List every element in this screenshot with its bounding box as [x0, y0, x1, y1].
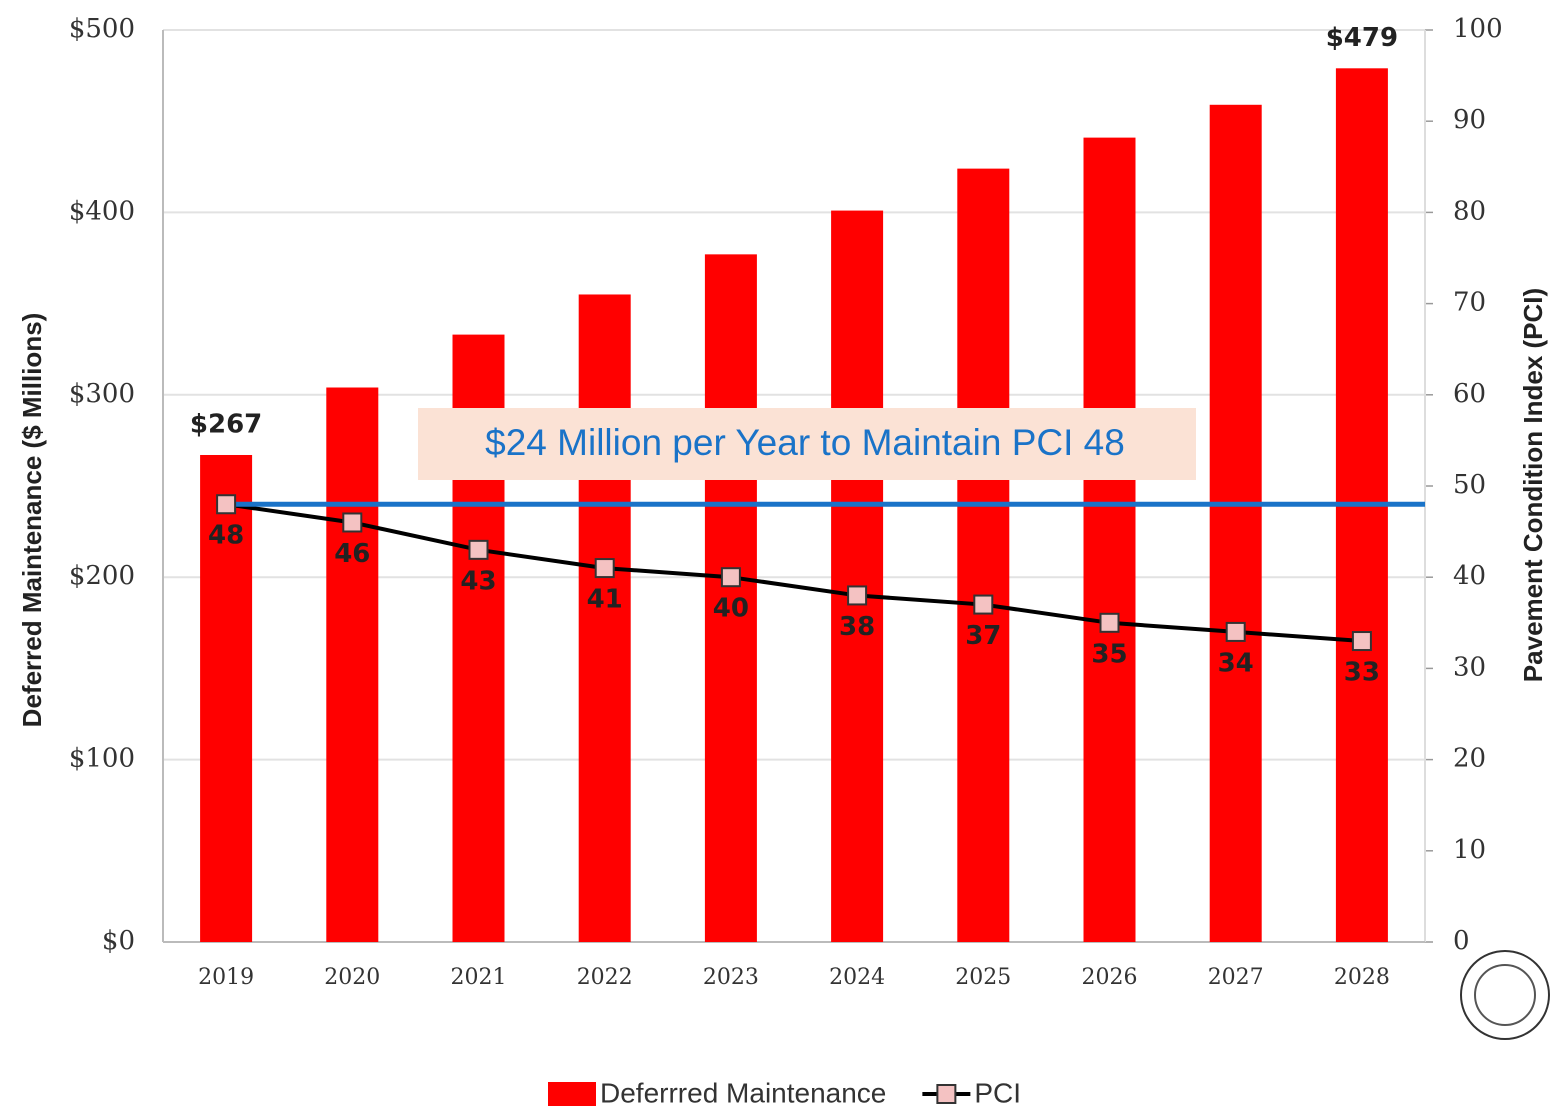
pci-marker [1225, 621, 1246, 642]
bar [326, 387, 379, 942]
y2-tick-label: 80 [1453, 196, 1486, 226]
pci-marker [594, 558, 615, 579]
x-tick-label: 2022 [577, 965, 633, 990]
bar [578, 294, 631, 943]
seal-ring [1460, 950, 1550, 1040]
bar [957, 168, 1010, 942]
legend-swatch-marker [936, 1084, 957, 1104]
y-tick-label: $100 [69, 744, 135, 774]
pci-value-label: 40 [713, 594, 749, 624]
pci-value-label: 41 [587, 585, 623, 615]
bar-value-label: $267 [190, 409, 262, 439]
x-tick-label: 2020 [324, 965, 380, 990]
y-tick-label: $500 [69, 14, 135, 44]
y-tick-label: $400 [69, 196, 135, 226]
bar [1083, 137, 1136, 943]
y-axis-title: Deferred Maintenance ($ Millions) [17, 313, 47, 728]
seal [1460, 950, 1550, 1040]
pci-marker [1351, 631, 1372, 652]
y2-tick-label: 70 [1453, 288, 1486, 318]
legend-swatch [548, 1082, 596, 1106]
pci-marker [847, 585, 868, 606]
bar [1209, 104, 1262, 942]
y2-tick-label: 100 [1453, 14, 1503, 44]
seal-inner [1474, 964, 1536, 1026]
x-tick-label: 2025 [955, 965, 1011, 990]
y2-tick-label: 40 [1453, 561, 1486, 591]
y2-tick-label: 30 [1453, 652, 1486, 682]
bar [831, 210, 884, 943]
x-tick-label: 2019 [198, 965, 254, 990]
pci-marker [973, 594, 994, 615]
y2-tick-label: 20 [1453, 744, 1486, 774]
pci-value-label: 35 [1091, 639, 1127, 669]
bar-value-label: $479 [1326, 23, 1398, 53]
annotation: $24 Million per Year to Maintain PCI 48 [485, 422, 1125, 463]
x-tick-label: 2027 [1208, 965, 1264, 990]
x-tick-label: 2021 [451, 965, 507, 990]
pci-marker [216, 494, 237, 515]
pci-value-label: 38 [839, 612, 875, 642]
pci-marker [342, 512, 363, 533]
x-tick-label: 2028 [1334, 965, 1390, 990]
pci-value-label: 34 [1218, 648, 1254, 678]
annotation-box [418, 408, 1196, 480]
pci-value-label: 46 [334, 539, 370, 569]
y2-tick-label: 60 [1453, 379, 1486, 409]
y2-tick-label: 50 [1453, 470, 1486, 500]
y2-tick-label: 10 [1453, 835, 1486, 865]
y-tick-label: $0 [102, 926, 135, 956]
pci-marker [468, 539, 489, 560]
legend-label: Deferrred Maintenance [600, 1077, 886, 1107]
x-tick-label: 2023 [703, 965, 759, 990]
bar [704, 254, 757, 943]
legend-label: PCI [974, 1077, 1021, 1107]
x-tick-label: 2026 [1082, 965, 1138, 990]
bar [200, 454, 253, 942]
pci-line [225, 502, 1363, 644]
pci-value-label: 43 [460, 566, 496, 596]
y2-axis-title: Pavement Condition Index (PCI) [1518, 288, 1548, 682]
y2-tick-label: 90 [1453, 105, 1486, 135]
y-tick-label: $300 [69, 379, 135, 409]
x-tick-label: 2024 [829, 965, 885, 990]
pci-value-label: 37 [965, 621, 1001, 651]
pci-marker [720, 567, 741, 588]
y2-tick-label: 0 [1453, 926, 1470, 956]
pci-marker [1099, 612, 1120, 633]
pci-value-label: 33 [1344, 658, 1380, 688]
y-tick-label: $200 [69, 561, 135, 591]
pci-value-label: 48 [208, 521, 244, 551]
